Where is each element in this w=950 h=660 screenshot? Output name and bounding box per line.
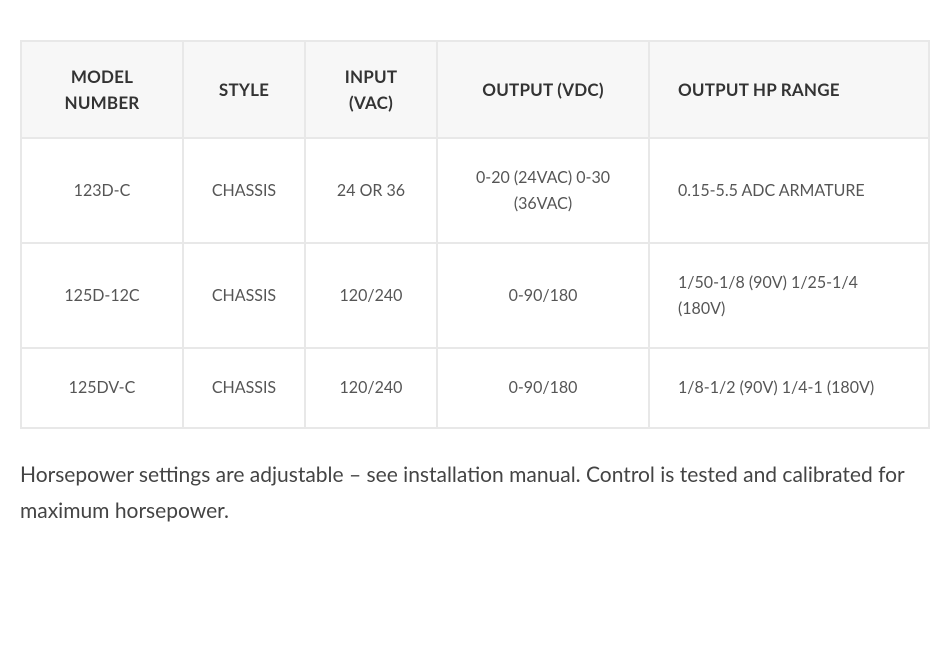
cell-style: CHASSIS <box>184 349 304 427</box>
table-body: 123D-C CHASSIS 24 OR 36 0-20 (24VAC) 0-3… <box>22 139 928 427</box>
cell-input: 120/240 <box>306 244 436 347</box>
specs-table: MODEL NUMBER STYLE INPUT (VAC) OUTPUT (V… <box>20 40 930 429</box>
col-header-input: INPUT (VAC) <box>306 42 436 137</box>
cell-output: 0-90/180 <box>438 349 648 427</box>
col-header-model: MODEL NUMBER <box>22 42 182 137</box>
cell-style: CHASSIS <box>184 139 304 242</box>
cell-hp: 0.15-5.5 ADC ARMATURE <box>650 139 928 242</box>
caption-text: Horsepower settings are adjustable – see… <box>20 457 930 528</box>
table-row: 123D-C CHASSIS 24 OR 36 0-20 (24VAC) 0-3… <box>22 139 928 242</box>
cell-hp: 1/50-1/8 (90V) 1/25-1/4 (180V) <box>650 244 928 347</box>
table-header: MODEL NUMBER STYLE INPUT (VAC) OUTPUT (V… <box>22 42 928 137</box>
cell-model: 125DV-C <box>22 349 182 427</box>
cell-input: 24 OR 36 <box>306 139 436 242</box>
table-row: 125DV-C CHASSIS 120/240 0-90/180 1/8-1/2… <box>22 349 928 427</box>
cell-hp: 1/8-1/2 (90V) 1/4-1 (180V) <box>650 349 928 427</box>
col-header-style: STYLE <box>184 42 304 137</box>
cell-model: 123D-C <box>22 139 182 242</box>
cell-input: 120/240 <box>306 349 436 427</box>
cell-model: 125D-12C <box>22 244 182 347</box>
cell-output: 0-90/180 <box>438 244 648 347</box>
cell-style: CHASSIS <box>184 244 304 347</box>
col-header-hp: OUTPUT HP RANGE <box>650 42 928 137</box>
col-header-output: OUTPUT (VDC) <box>438 42 648 137</box>
table-row: 125D-12C CHASSIS 120/240 0-90/180 1/50-1… <box>22 244 928 347</box>
cell-output: 0-20 (24VAC) 0-30 (36VAC) <box>438 139 648 242</box>
